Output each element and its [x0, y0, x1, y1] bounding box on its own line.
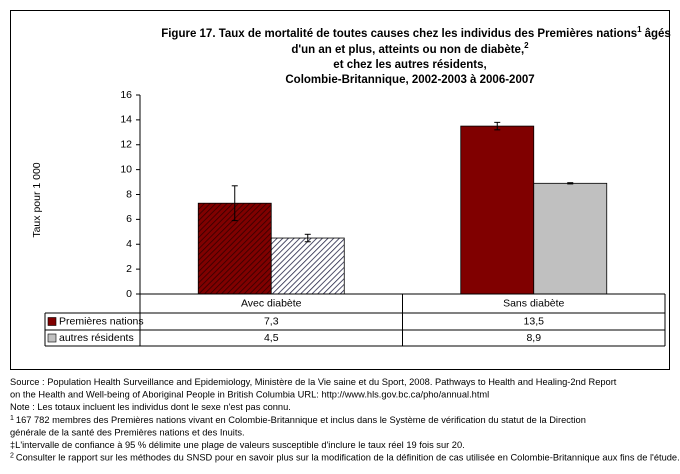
- title-line: d'un an et plus, atteints ou non de diab…: [291, 44, 524, 56]
- note-text: Note : Les totaux incluent les individus…: [10, 403, 291, 413]
- title-sup: 2: [524, 41, 529, 50]
- legend-swatch: [47, 317, 57, 326]
- y-tick-label: 4: [126, 238, 132, 250]
- error-bar: [494, 121, 501, 131]
- bar: [270, 237, 345, 295]
- note-text: Source : Population Health Surveillance …: [10, 377, 617, 387]
- y-tick-label: 10: [120, 163, 132, 175]
- error-bar: [567, 182, 574, 185]
- chart-title: Figure 17. Taux de mortalité de toutes c…: [161, 25, 671, 40]
- y-tick-label: 16: [120, 89, 132, 101]
- note: ‡L'intervalle de confiance à 95 % délimi…: [10, 440, 465, 450]
- note: 2 Consulter le rapport sur les méthodes d…: [10, 452, 680, 463]
- title-sup: 1: [637, 25, 642, 34]
- title-line: âgés: [645, 28, 671, 40]
- bar: [460, 125, 535, 295]
- chart-title: Colombie-Britannique, 2002-2003 à 2006-2…: [285, 74, 534, 86]
- value-label: 4,5: [264, 332, 279, 344]
- note-text: Consulter le rapport sur les méthodes du…: [16, 453, 680, 463]
- note: on the Health and Well-being of Aborigin…: [10, 390, 489, 400]
- note: générale de la santé des Premières natio…: [10, 428, 245, 438]
- note: Note : Les totaux incluent les individus…: [10, 403, 291, 413]
- legend-label: autres résidents: [59, 332, 134, 344]
- error-bar: [304, 233, 311, 243]
- title-line: Figure 17. Taux de mortalité de toutes c…: [161, 28, 637, 40]
- note-text: 167 782 membres des Premières nations vi…: [16, 415, 586, 425]
- y-tick-label: 2: [126, 263, 132, 275]
- note-text: générale de la santé des Premières natio…: [10, 428, 245, 438]
- bar: [533, 182, 608, 295]
- error-bar: [231, 185, 238, 222]
- chart-title: d'un an et plus, atteints ou non de diab…: [291, 41, 529, 56]
- legend-swatch: [47, 333, 57, 343]
- note: 1 167 782 membres des Premières nations v…: [10, 415, 586, 426]
- value-label: 8,9: [526, 332, 541, 344]
- x-tick-label: Avec diabète: [241, 297, 302, 309]
- value-label: 13,5: [524, 315, 545, 327]
- y-tick-label: 14: [120, 114, 132, 126]
- y-tick-label: 6: [126, 213, 132, 225]
- x-tick-label: Sans diabète: [503, 297, 564, 309]
- note-text: ‡L'intervalle de confiance à 95 % délimi…: [10, 440, 465, 450]
- chart-title: et chez les autres résidents,: [333, 59, 486, 71]
- y-tick-label: 8: [126, 188, 132, 200]
- note-text: on the Health and Well-being of Aborigin…: [10, 390, 489, 400]
- y-tick-label: 12: [120, 139, 132, 151]
- y-tick-label: 0: [126, 288, 132, 300]
- value-label: 7,3: [264, 315, 279, 327]
- note: Source : Population Health Surveillance …: [10, 377, 617, 387]
- legend-label: Premières nations: [59, 315, 144, 327]
- note-sup: 2: [10, 452, 14, 459]
- note-sup: 1: [10, 415, 14, 422]
- y-axis-label: Taux pour 1 000: [31, 162, 43, 237]
